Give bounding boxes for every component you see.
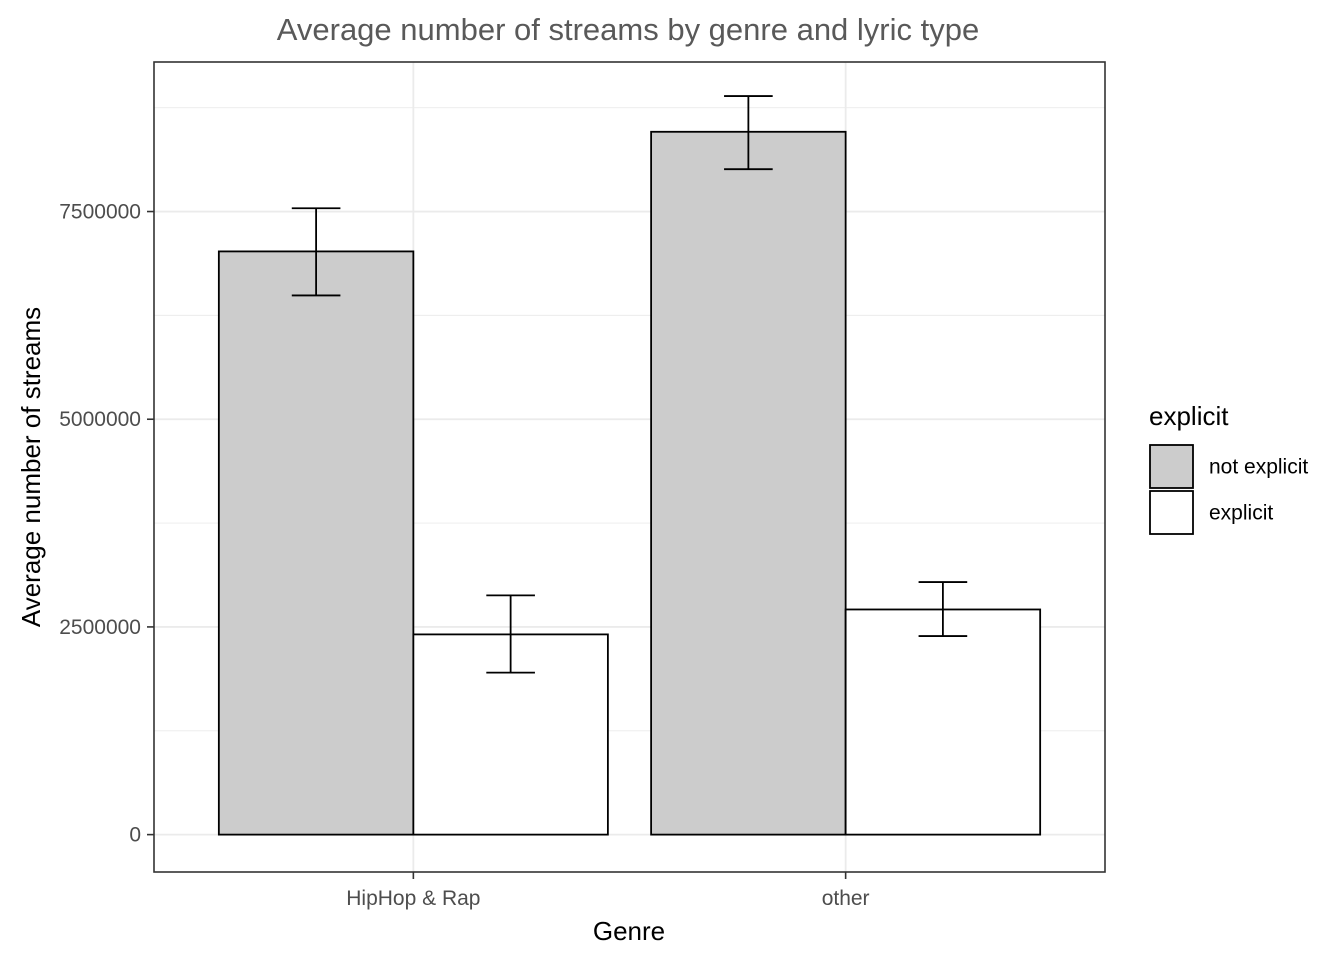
legend-item-1: not explicit [1149, 444, 1308, 489]
legend-key-1 [1149, 444, 1194, 489]
x-axis-title: Genre [593, 916, 665, 946]
y-tick-label-1: 2500000 [59, 616, 141, 639]
legend: explicit not explicit explicit [1149, 401, 1308, 535]
y-tick-label-2: 5000000 [59, 408, 141, 431]
error-bar-2-1 [724, 95, 773, 171]
x-tick-label-0: HipHop & Rap [346, 887, 480, 910]
legend-label-2: explicit [1209, 502, 1273, 525]
legend-title: explicit [1149, 401, 1229, 431]
panel-border [153, 61, 1106, 873]
error-bar-1-1 [291, 207, 341, 297]
y-axis-title: Average number of streams [16, 307, 46, 627]
legend-items: not explicit explicit [1149, 444, 1308, 535]
error-bar-2-2 [918, 581, 968, 637]
errorbars-layer [291, 95, 968, 674]
legend-key-2 [1149, 490, 1194, 535]
bars-layer [217, 130, 1042, 836]
error-bar-1-2 [486, 594, 535, 674]
legend-label-1: not explicit [1209, 456, 1308, 479]
legend-item-2: explicit [1149, 490, 1273, 535]
x-axis: HipHop & Rap other [346, 872, 870, 910]
chart-title: Average number of streams by genre and l… [277, 12, 979, 47]
bar-1-1 [217, 250, 415, 836]
bar-2-2 [844, 608, 1042, 836]
y-tick-label-3: 7500000 [59, 201, 141, 224]
x-tick-label-1: other [822, 887, 870, 910]
bar-2-1 [650, 130, 847, 836]
y-axis: 0 2500000 5000000 7500000 [59, 201, 154, 847]
y-tick-label-0: 0 [129, 824, 141, 847]
